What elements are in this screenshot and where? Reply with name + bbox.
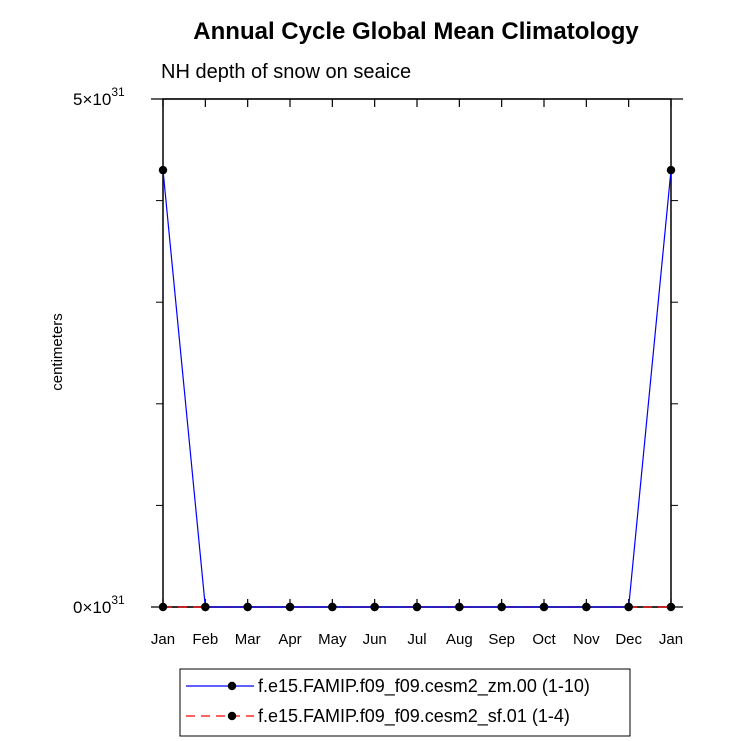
x-tick-label: Aug — [446, 631, 473, 648]
data-point — [539, 602, 549, 612]
x-tick-label: Nov — [573, 631, 600, 648]
axis-ticks — [151, 98, 683, 608]
y-tick-mantissa: 5 — [73, 90, 82, 109]
x-tick-label: Apr — [278, 631, 301, 648]
y-tick-label: 0×1031 — [73, 593, 125, 617]
y-tick-exponent: 31 — [111, 593, 125, 607]
data-point — [370, 602, 379, 612]
y-tick-exponent: 31 — [111, 85, 125, 99]
chart-subtitle: NH depth of snow on seaice — [161, 61, 411, 83]
data-point — [455, 602, 464, 612]
data-point — [666, 602, 676, 612]
data-point — [158, 602, 168, 612]
x-tick-label: Oct — [532, 631, 556, 648]
series-line — [162, 170, 672, 608]
x-tick-label: Dec — [615, 631, 642, 648]
y-tick-times: ×10 — [82, 598, 111, 617]
legend-box — [179, 668, 631, 737]
y-tick-mantissa: 0 — [73, 598, 82, 617]
x-tick-label: Feb — [192, 631, 218, 648]
x-tick-label: Jan — [151, 631, 175, 648]
x-tick-label: Mar — [235, 631, 261, 648]
x-tick-label: May — [318, 631, 347, 648]
x-tick-label: Jun — [363, 631, 387, 648]
data-point — [624, 602, 633, 612]
y-axis-label: centimeters — [49, 313, 66, 391]
data-point — [328, 602, 337, 612]
plot-frame — [162, 98, 672, 608]
x-tick-labels: Jan Feb Mar Apr May Jun Jul Aug Sep Oct Nov Dec Jan — [151, 631, 683, 648]
legend-label: f.e15.FAMIP.f09_f09.cesm2_zm.00 (1-10) — [258, 676, 590, 697]
legend-swatch-marker — [227, 711, 237, 721]
legend-label: f.e15.FAMIP.f09_f09.cesm2_sf.01 (1-4) — [258, 706, 570, 727]
data-point — [158, 165, 168, 175]
y-tick-times: ×10 — [82, 90, 111, 109]
legend: f.e15.FAMIP.f09_f09.cesm2_zm.00 (1-10) f.… — [186, 676, 590, 727]
legend-swatch-marker — [227, 681, 237, 691]
data-point — [412, 602, 422, 612]
data-point — [243, 602, 252, 612]
x-tick-label: Jan — [659, 631, 683, 648]
x-tick-label: Sep — [488, 631, 515, 648]
data-point — [666, 165, 676, 175]
chart-title: Annual Cycle Global Mean Climatology — [193, 18, 639, 45]
data-point — [201, 602, 210, 612]
x-tick-label: Jul — [407, 631, 426, 648]
y-tick-label: 5×1031 — [73, 85, 125, 109]
series-layer — [158, 165, 676, 612]
data-point — [285, 602, 295, 612]
data-point — [497, 602, 506, 612]
data-point — [582, 602, 591, 612]
